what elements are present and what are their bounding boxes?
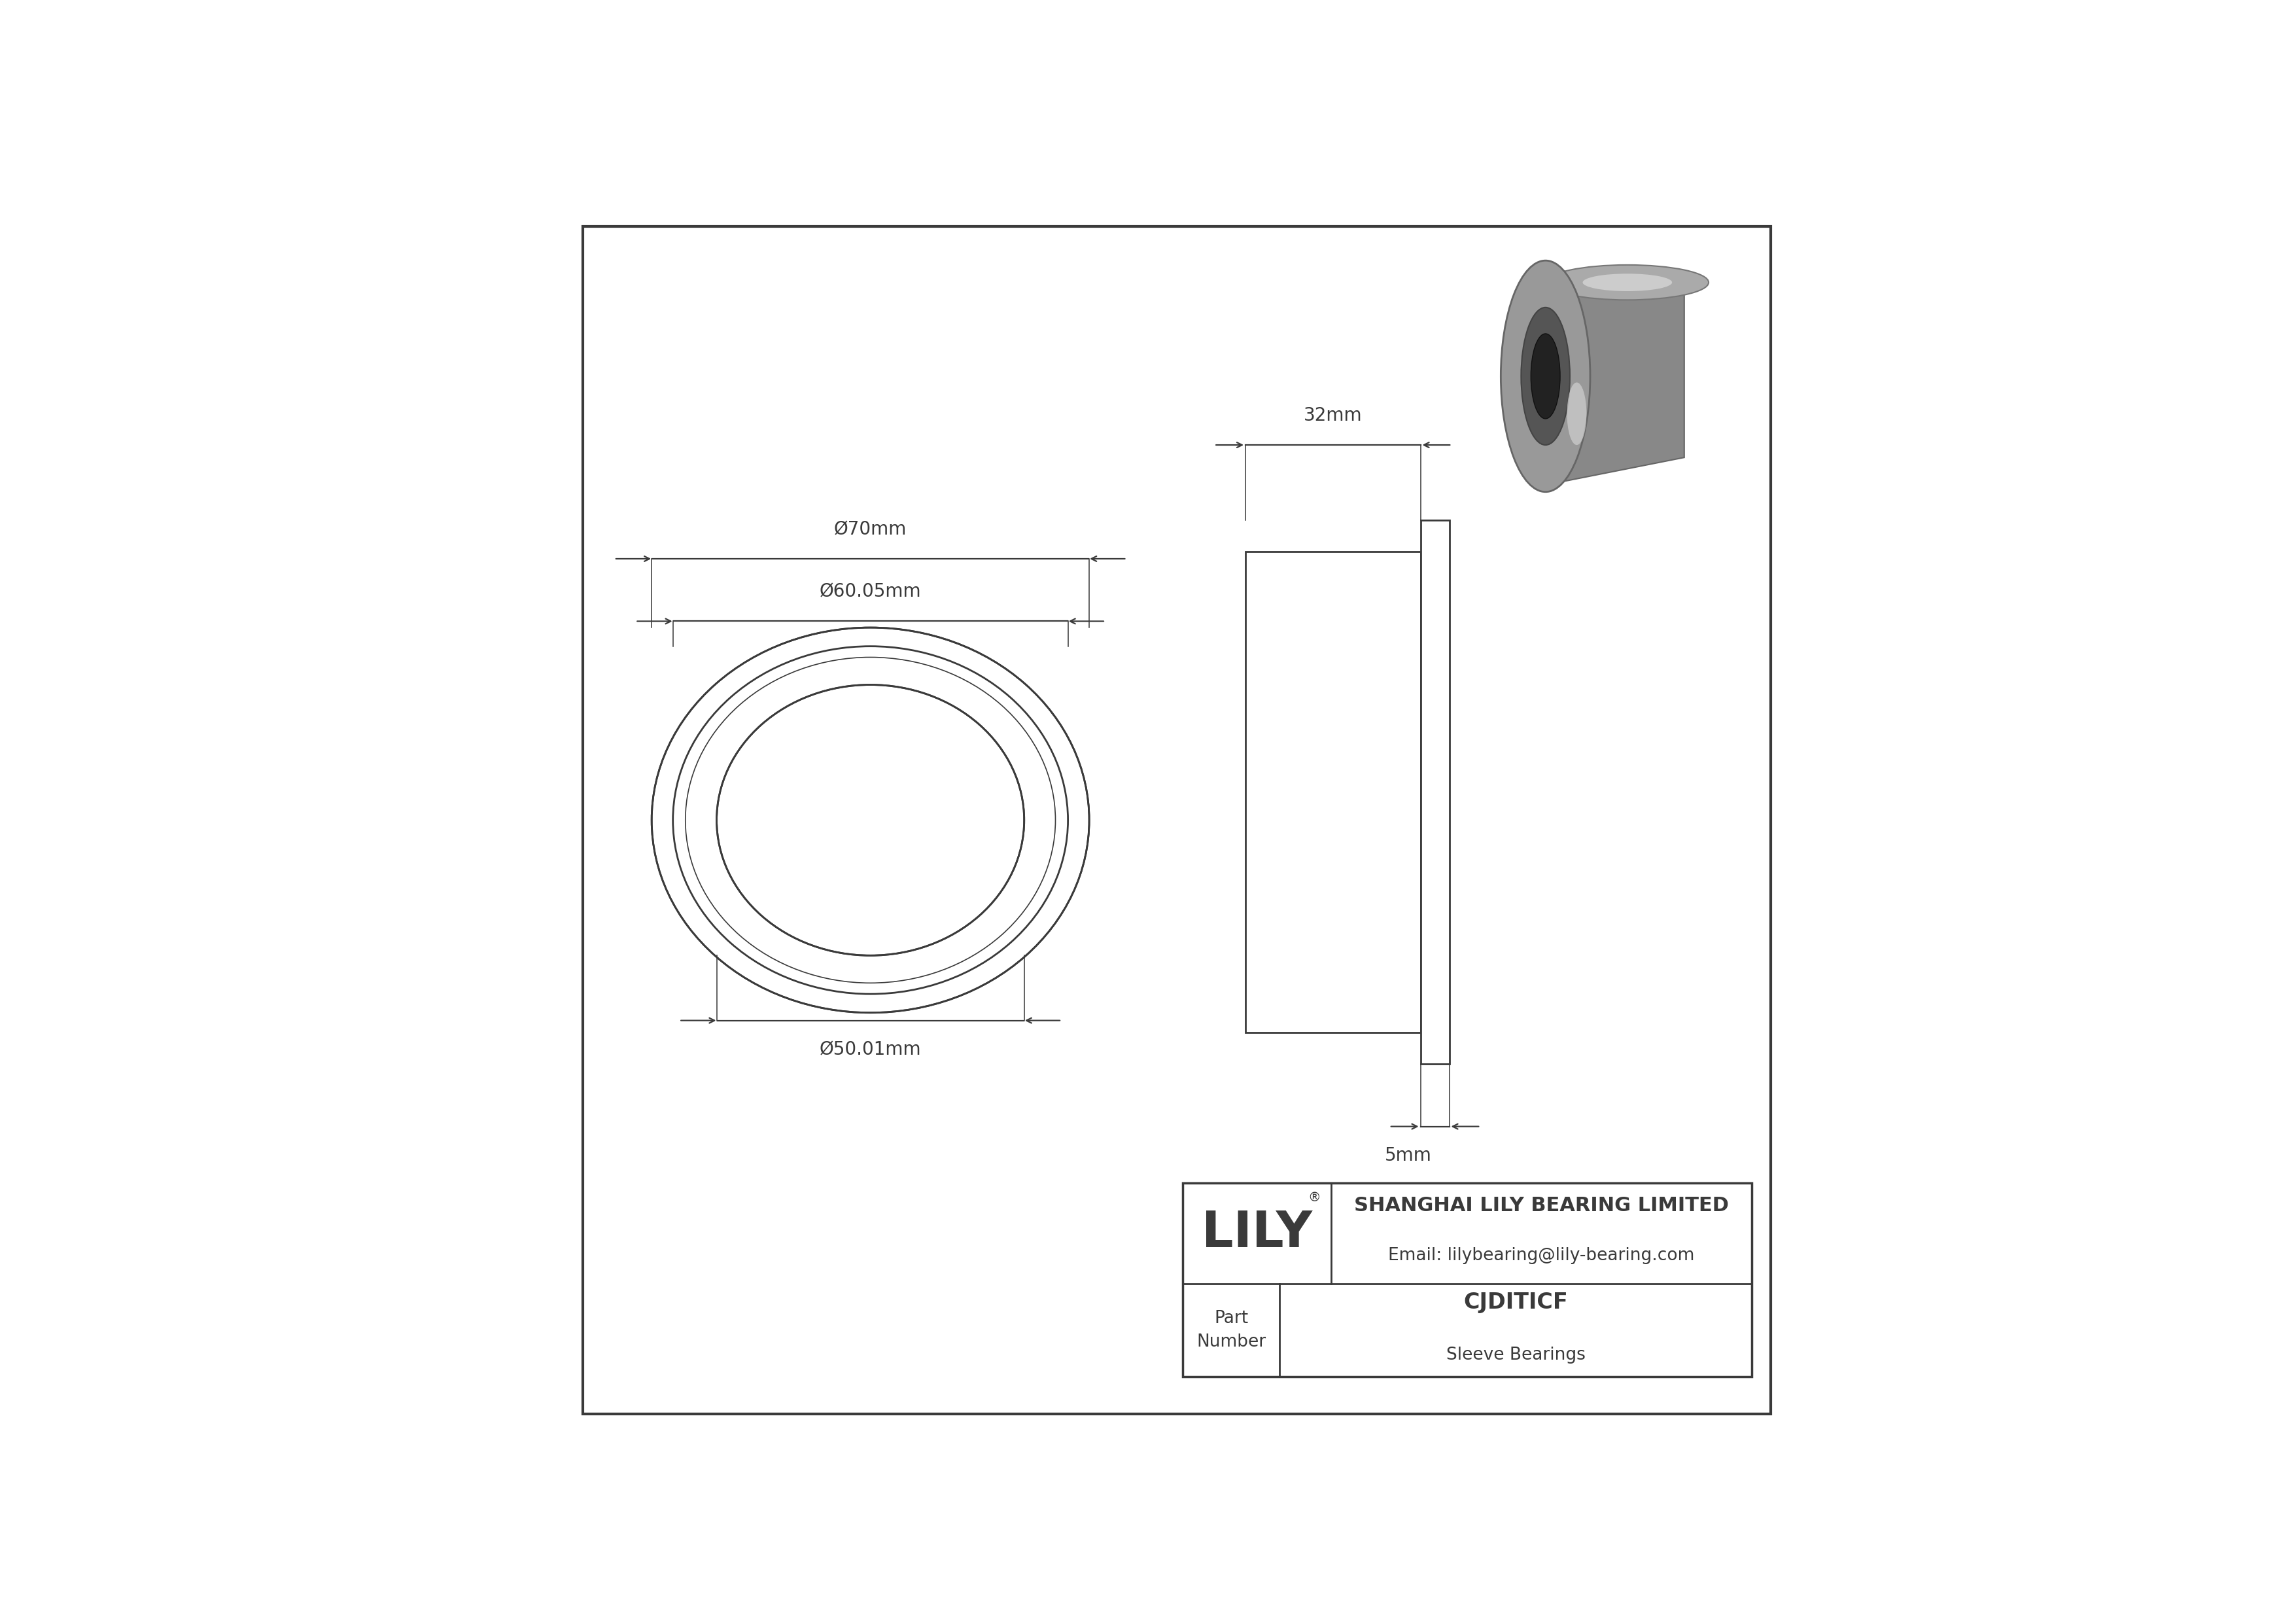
Text: 5mm: 5mm bbox=[1384, 1147, 1430, 1164]
Text: Sleeve Bearings: Sleeve Bearings bbox=[1446, 1346, 1584, 1364]
Text: ®: ® bbox=[1309, 1192, 1320, 1203]
Ellipse shape bbox=[1566, 383, 1587, 445]
Bar bbox=[1421, 520, 1449, 1064]
Bar bbox=[1244, 551, 1421, 1033]
Ellipse shape bbox=[1582, 274, 1671, 291]
Ellipse shape bbox=[1545, 265, 1708, 300]
Text: Ø60.05mm: Ø60.05mm bbox=[820, 583, 921, 601]
Ellipse shape bbox=[652, 627, 1088, 1013]
Polygon shape bbox=[1559, 270, 1685, 482]
Text: 32mm: 32mm bbox=[1304, 406, 1362, 425]
Ellipse shape bbox=[1531, 333, 1559, 419]
Text: LILY: LILY bbox=[1201, 1208, 1313, 1257]
Bar bbox=[1182, 1182, 1752, 1377]
Text: SHANGHAI LILY BEARING LIMITED: SHANGHAI LILY BEARING LIMITED bbox=[1355, 1197, 1729, 1215]
Text: Part
Number: Part Number bbox=[1196, 1311, 1265, 1350]
Text: CJDITICF: CJDITICF bbox=[1463, 1291, 1568, 1314]
Text: Ø70mm: Ø70mm bbox=[833, 520, 907, 539]
Ellipse shape bbox=[716, 685, 1024, 955]
Text: Email: lilybearing@lily-bearing.com: Email: lilybearing@lily-bearing.com bbox=[1389, 1247, 1694, 1263]
Text: Ø50.01mm: Ø50.01mm bbox=[820, 1041, 921, 1059]
Ellipse shape bbox=[1522, 307, 1570, 445]
Ellipse shape bbox=[1502, 260, 1591, 492]
